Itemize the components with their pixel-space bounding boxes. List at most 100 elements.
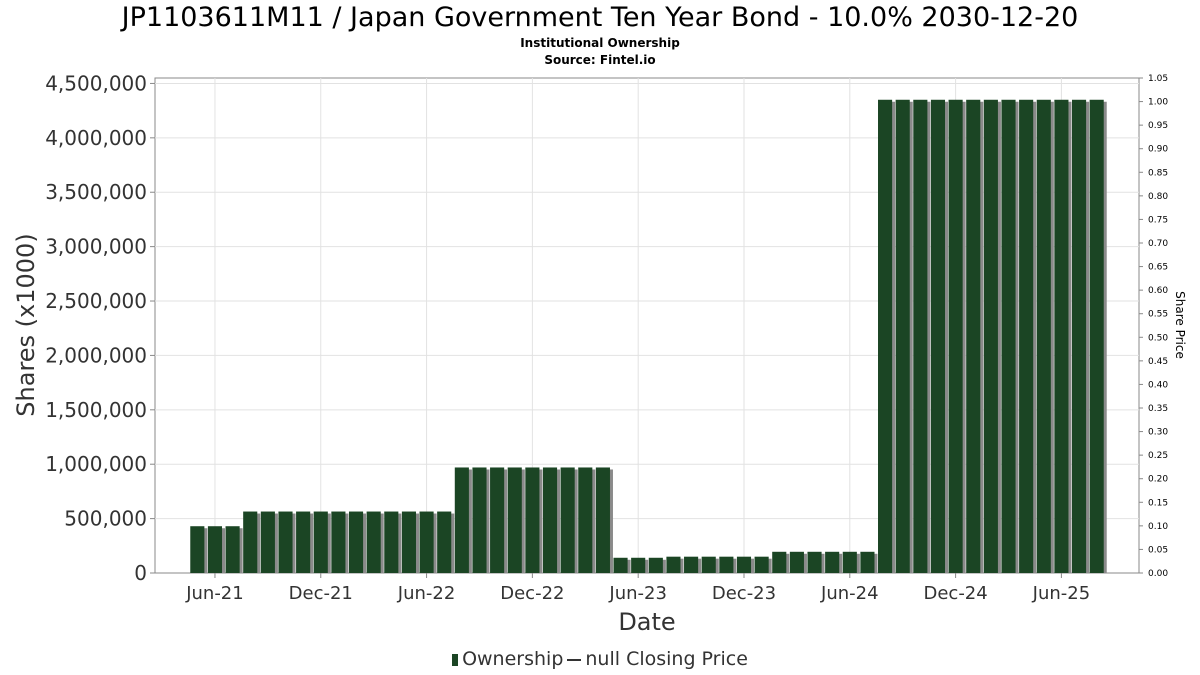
ownership-bar <box>966 99 981 573</box>
legend-ownership-label: Ownership <box>462 648 564 670</box>
x-tick-label: Jun-22 <box>397 583 456 604</box>
ownership-bar <box>490 467 505 573</box>
ownership-bar <box>260 511 275 573</box>
y2-tick-label: 0.50 <box>1148 333 1168 343</box>
ownership-bar <box>983 99 998 573</box>
y-tick-label: 4,000,000 <box>45 126 147 150</box>
y2-axis-ticks: 0.00 0.05 0.10 0.15 0.20 0.25 0.30 0.35 0.40 0.45… <box>1139 74 1168 579</box>
x-tick-label: Dec-22 <box>500 583 564 604</box>
y-tick-label: 4,500,000 <box>45 71 147 95</box>
x-tick-label: Dec-23 <box>712 583 776 604</box>
y2-tick-label: 0.55 <box>1148 310 1168 320</box>
ownership-bar <box>578 467 593 573</box>
ownership-bar <box>243 511 258 573</box>
bars-layer <box>190 99 1107 573</box>
x-tick-label: Dec-24 <box>923 583 987 604</box>
y-tick-label: 1,000,000 <box>45 452 147 476</box>
ownership-bar <box>419 511 434 573</box>
y2-tick-label: 0.00 <box>1148 569 1168 579</box>
ownership-bar <box>384 511 399 573</box>
ownership-bar <box>542 467 558 573</box>
chart-source: Source: Fintel.io <box>544 53 656 67</box>
y-axis-ticks: 0 500,000 1,000,000 1,500,000 2,000,000 2,500… <box>45 71 155 585</box>
ownership-bar <box>948 99 963 573</box>
y-tick-label: 1,500,000 <box>45 398 147 422</box>
ownership-bar <box>613 557 628 573</box>
y-tick-label: 500,000 <box>64 507 147 531</box>
y2-tick-label: 0.90 <box>1148 145 1168 155</box>
y2-tick-label: 0.70 <box>1148 239 1168 249</box>
y2-tick-label: 0.05 <box>1148 545 1168 555</box>
y2-tick-label: 0.20 <box>1148 475 1168 485</box>
ownership-bar <box>331 511 346 573</box>
y-tick-label: 3,000,000 <box>45 235 147 259</box>
ownership-bar <box>631 557 646 573</box>
chart-subtitle: Institutional Ownership <box>520 36 680 50</box>
y2-tick-label: 1.00 <box>1148 98 1168 108</box>
ownership-bar <box>1089 99 1104 573</box>
x-tick-label: Jun-24 <box>820 583 879 604</box>
ownership-bar <box>366 511 381 573</box>
x-tick-label: Dec-21 <box>289 583 353 604</box>
ownership-bar <box>595 467 610 573</box>
y-tick-label: 2,000,000 <box>45 343 147 367</box>
ownership-bar <box>842 551 857 573</box>
y2-tick-label: 0.25 <box>1148 451 1168 461</box>
y2-axis-title: Share Price <box>1173 291 1187 359</box>
x-axis-ticks: Jun-21 Dec-21 Jun-22 Dec-22 Jun-23 Dec-23 Jun-… <box>185 573 1090 604</box>
legend-price-line <box>567 658 582 661</box>
ownership-bar <box>1054 99 1069 573</box>
ownership-bar <box>772 551 787 573</box>
ownership-bar <box>313 511 328 573</box>
ownership-bar <box>454 467 469 573</box>
y2-tick-label: 0.40 <box>1148 380 1168 390</box>
ownership-bar <box>348 511 364 573</box>
ownership-bar <box>930 99 946 573</box>
ownership-bar <box>666 556 681 573</box>
x-axis-title: Date <box>618 608 675 636</box>
x-tick-label: Jun-25 <box>1032 583 1091 604</box>
ownership-bar <box>878 99 893 573</box>
ownership-bar <box>807 551 822 573</box>
y-tick-label: 3,500,000 <box>45 180 147 204</box>
y2-tick-label: 0.45 <box>1148 357 1168 367</box>
ownership-bar <box>719 556 734 573</box>
ownership-bar <box>825 551 840 573</box>
y2-tick-label: 0.10 <box>1148 522 1168 532</box>
ownership-bar <box>701 556 716 573</box>
ownership-bar <box>754 556 769 573</box>
ownership-bar <box>472 467 487 573</box>
y2-tick-label: 0.80 <box>1148 192 1168 202</box>
ownership-bar <box>437 511 452 573</box>
y2-tick-label: 1.05 <box>1148 74 1168 84</box>
y-axis-title: Shares (x1000) <box>12 233 40 416</box>
ownership-bar <box>225 526 240 573</box>
chart-legend: Ownership null Closing Price <box>0 648 1200 670</box>
ownership-bar <box>207 526 223 573</box>
ownership-bar <box>1019 99 1034 573</box>
ownership-bar <box>1071 99 1087 573</box>
ownership-bar <box>296 511 311 573</box>
ownership-bar <box>789 551 804 573</box>
ownership-bar <box>525 467 540 573</box>
y2-tick-label: 0.65 <box>1148 263 1168 273</box>
ownership-bar <box>507 467 522 573</box>
y-tick-label: 0 <box>134 561 147 585</box>
y2-tick-label: 0.95 <box>1148 121 1168 131</box>
x-tick-label: Jun-23 <box>608 583 667 604</box>
y2-tick-label: 0.75 <box>1148 215 1168 225</box>
y2-tick-label: 0.60 <box>1148 286 1168 296</box>
legend-price-label: null Closing Price <box>585 648 748 670</box>
y-tick-label: 2,500,000 <box>45 289 147 313</box>
ownership-bar <box>684 556 699 573</box>
chart-title: JP1103611M11 / Japan Government Ten Year… <box>121 2 1079 33</box>
ownership-bar <box>278 511 293 573</box>
ownership-bar <box>1001 99 1016 573</box>
y2-tick-label: 0.30 <box>1148 428 1168 438</box>
ownership-bar <box>913 99 928 573</box>
ownership-bar <box>648 557 663 573</box>
ownership-bar <box>895 99 910 573</box>
x-tick-label: Jun-21 <box>185 583 244 604</box>
y2-tick-label: 0.85 <box>1148 168 1168 178</box>
